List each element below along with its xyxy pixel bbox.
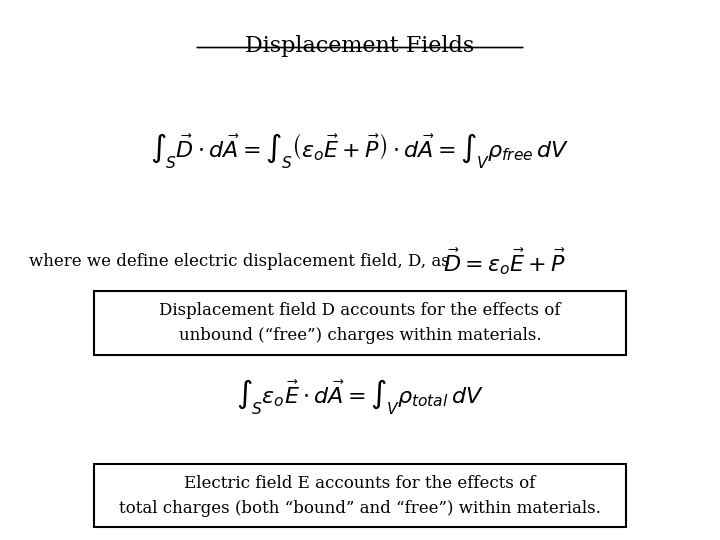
FancyBboxPatch shape: [94, 291, 626, 355]
Text: $\int_S \vec{D} \cdot d\vec{A} = \int_S \left(\epsilon_o \vec{E} + \vec{P}\right: $\int_S \vec{D} \cdot d\vec{A} = \int_S …: [150, 131, 570, 171]
Text: where we define electric displacement field, D, as: where we define electric displacement fi…: [29, 253, 449, 271]
FancyBboxPatch shape: [94, 464, 626, 526]
Text: Displacement field D accounts for the effects of
unbound (“free”) charges within: Displacement field D accounts for the ef…: [159, 302, 561, 344]
Text: Electric field E accounts for the effects of
total charges (both “bound” and “fr: Electric field E accounts for the effect…: [119, 475, 601, 517]
Text: Displacement Fields: Displacement Fields: [246, 35, 474, 57]
Text: $\vec{D} = \epsilon_o \vec{E} + \vec{P}$: $\vec{D} = \epsilon_o \vec{E} + \vec{P}$: [443, 246, 566, 278]
Text: $\int_S \epsilon_o \vec{E} \cdot d\vec{A} = \int_V \rho_{total}\,dV$: $\int_S \epsilon_o \vec{E} \cdot d\vec{A…: [236, 377, 484, 417]
